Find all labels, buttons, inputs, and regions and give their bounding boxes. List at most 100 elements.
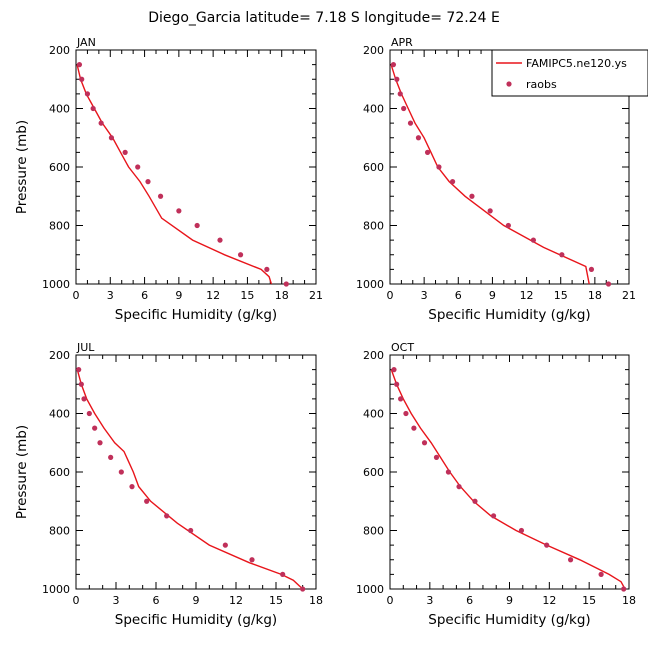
obs-point <box>135 164 141 170</box>
obs-point <box>598 571 604 577</box>
y-tick-label: 800 <box>49 220 70 233</box>
y-tick-label: 400 <box>363 103 384 116</box>
x-tick-label: 9 <box>506 594 513 607</box>
plot-frame <box>75 354 317 590</box>
obs-point <box>518 527 525 534</box>
x-tick-label: 21 <box>309 289 323 302</box>
chart-panel-jan: 0 3 6 9 12 15 18 21 200 400 600 800 1000 JAN Specific … <box>14 36 323 323</box>
x-tick-label: 12 <box>206 289 220 302</box>
y-tick-label: 400 <box>49 103 70 116</box>
x-axis-label: Specific Humidity (g/kg) <box>428 612 590 628</box>
x-axis-label: Specific Humidity (g/kg) <box>115 612 277 628</box>
obs-point <box>411 425 417 431</box>
obs-point <box>92 425 98 431</box>
chart-panel-apr: 0 3 6 9 12 15 18 21 200 400 600 800 1000 APR Specific … <box>356 36 648 323</box>
obs-point <box>394 381 400 387</box>
obs-point <box>567 557 574 563</box>
obs-point <box>188 527 194 534</box>
obs-point <box>280 571 286 577</box>
obs-point <box>176 208 182 214</box>
obs-point <box>401 105 407 112</box>
panels: 0 3 6 9 12 15 18 212004006008001000JANSpecific … <box>14 36 648 628</box>
x-tick-label: 0 <box>73 289 80 302</box>
series-line-model <box>76 64 273 285</box>
y-tick-label: 200 <box>49 349 70 362</box>
x-tick-label: 0 <box>387 289 394 302</box>
obs-point <box>217 237 223 243</box>
obs-point <box>456 484 462 490</box>
y-tick-label: 400 <box>363 408 384 421</box>
obs-point <box>490 513 497 519</box>
legend-box <box>491 49 648 97</box>
obs-point <box>415 135 422 141</box>
x-tick-label: 9 <box>175 289 182 302</box>
x-tick-label: 18 <box>309 594 323 607</box>
plot-frame <box>75 49 317 285</box>
obs-point <box>222 542 228 548</box>
obs-point <box>621 586 627 592</box>
y-tick-label: 1000 <box>356 583 384 596</box>
legend-marker-swatch <box>506 81 512 87</box>
obs-point <box>84 91 91 97</box>
obs-point <box>449 179 456 185</box>
x-tick-label: 18 <box>622 594 636 607</box>
obs-point <box>118 469 124 475</box>
y-tick-label: 400 <box>49 408 70 421</box>
y-tick-label: 600 <box>363 466 384 479</box>
x-tick-label: 6 <box>153 594 160 607</box>
obs-point <box>194 222 200 229</box>
x-tick-label: 9 <box>193 594 200 607</box>
y-tick-label: 1000 <box>42 583 70 596</box>
obs-point <box>398 396 404 402</box>
x-tick-label: 9 <box>489 289 496 302</box>
x-tick-label: 15 <box>582 594 596 607</box>
x-tick-label: 3 <box>426 594 433 607</box>
y-tick-label: 600 <box>49 466 70 479</box>
obs-point <box>544 542 550 548</box>
x-tick-label: 3 <box>421 289 428 302</box>
panel-label: OCT <box>391 341 414 354</box>
y-axis-label: Pressure (mb) <box>14 425 30 519</box>
obs-point <box>81 396 87 402</box>
obs-point <box>249 557 255 563</box>
obs-point <box>397 91 403 97</box>
x-tick-label: 12 <box>542 594 556 607</box>
y-tick-label: 800 <box>363 525 384 538</box>
obs-point <box>605 281 612 287</box>
obs-point <box>78 381 84 387</box>
obs-point <box>76 62 83 68</box>
obs-point <box>472 498 478 504</box>
obs-point <box>588 266 595 272</box>
x-tick-label: 18 <box>275 289 289 302</box>
x-tick-label: 12 <box>520 289 534 302</box>
obs-point <box>264 266 270 272</box>
legend-label-obs: raobs <box>526 78 557 91</box>
obs-point <box>97 440 103 446</box>
x-tick-label: 0 <box>73 594 80 607</box>
x-tick-label: 3 <box>107 289 114 302</box>
obs-point <box>76 367 82 373</box>
obs-point <box>421 440 428 446</box>
x-tick-label: 6 <box>455 289 462 302</box>
obs-point <box>436 164 442 170</box>
x-axis-label: Specific Humidity (g/kg) <box>428 307 590 323</box>
obs-point <box>445 469 452 475</box>
obs-point <box>424 149 431 155</box>
y-tick-label: 600 <box>363 161 384 174</box>
x-tick-label: 6 <box>141 289 148 302</box>
obs-point <box>86 410 92 417</box>
y-tick-label: 200 <box>49 44 70 57</box>
obs-point <box>559 252 565 258</box>
series-line-model <box>390 369 626 590</box>
legend-label-model: FAMIPC5.ne120.ys <box>526 57 627 70</box>
obs-point <box>157 193 164 199</box>
y-tick-label: 200 <box>363 44 384 57</box>
panel-label: JUL <box>76 341 95 354</box>
obs-point <box>98 120 104 126</box>
plot-frame <box>389 354 630 590</box>
figure-title: Diego_Garcia latitude= 7.18 S longitude=… <box>148 10 500 26</box>
series-line-model <box>390 64 590 285</box>
x-axis-label: Specific Humidity (g/kg) <box>115 307 277 323</box>
obs-point <box>122 149 128 155</box>
panel-label: APR <box>391 36 413 49</box>
